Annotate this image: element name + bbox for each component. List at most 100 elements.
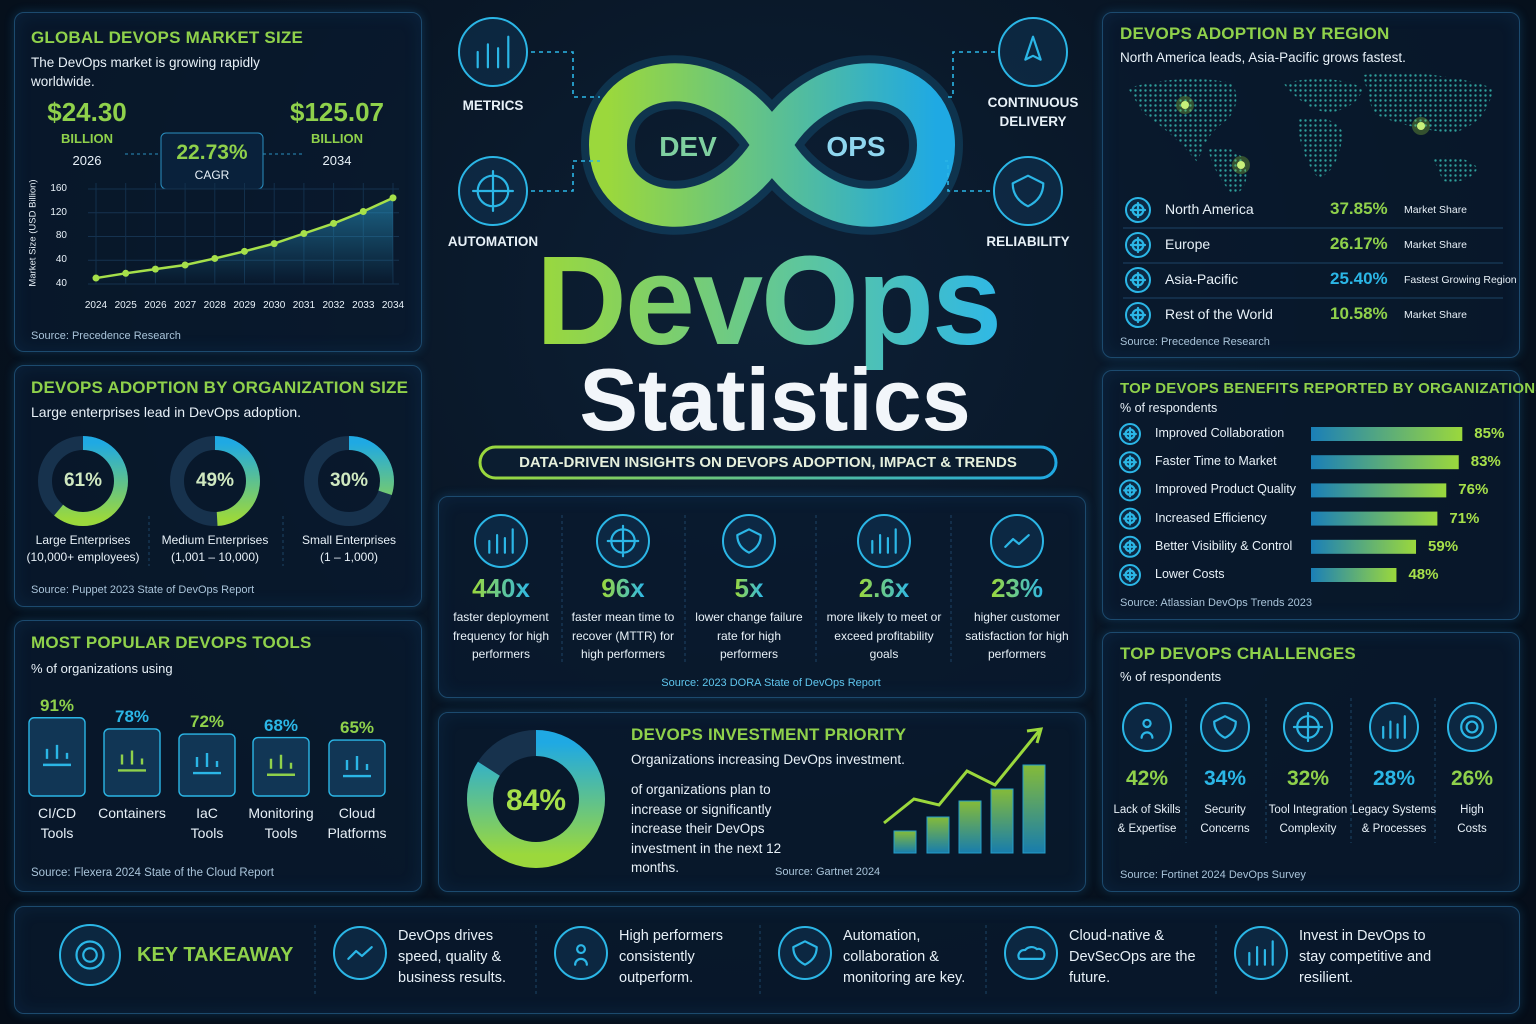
icon-glyph <box>1129 236 1147 254</box>
dora-text: faster deployment frequency for high per… <box>452 610 550 662</box>
icon-ring <box>778 926 832 980</box>
group-detail: (1 – 1,000) <box>319 550 379 564</box>
icon-glyph <box>472 170 514 212</box>
takeaway-panel: KEY TAKEAWAY DevOps drives speed, quality… <box>14 906 1520 1014</box>
stat-year: 2034 <box>322 153 352 168</box>
point <box>181 261 189 269</box>
decor-arrow <box>1026 727 1044 744</box>
org-size-panel: DEVOPS ADOPTION BY ORGANIZATION SIZE Larg… <box>14 365 422 607</box>
area <box>96 197 393 284</box>
dora-text: more likely to meet or exceed profitabil… <box>826 610 942 662</box>
decor-bar <box>926 816 950 854</box>
panel-graphics <box>38 436 394 566</box>
benefit-name: Better Visibility & Control <box>1155 538 1293 553</box>
region-name: Rest of the World <box>1165 306 1273 322</box>
benefit-name: Faster Time to Market <box>1155 454 1277 469</box>
pillar-label: AUTOMATION <box>447 234 539 249</box>
loop-label: DEV <box>659 131 717 162</box>
panel-title: TOP DEVOPS BENEFITS REPORTED BY ORGANIZA… <box>1120 380 1536 397</box>
dora-value: 5x <box>734 573 764 603</box>
source: Source: Gartnet 2024 <box>775 866 881 878</box>
benefit-name: Improved Product Quality <box>1155 482 1297 497</box>
icon-glyph <box>1129 306 1147 324</box>
panel-title: GLOBAL DEVOPS MARKET SIZE <box>31 28 303 47</box>
source: Source: Precedence Research <box>31 330 181 342</box>
x-tick-label: 2028 <box>203 300 226 311</box>
challenge-name: Legacy Systems <box>1351 804 1437 816</box>
benefit-name: Increased Efficiency <box>1155 510 1267 525</box>
panel-title: MOST POPULAR DEVOPS TOOLS <box>31 633 312 652</box>
takeaway-text: High performers consistently outperform. <box>619 928 723 987</box>
challenge-name: Complexity <box>1279 823 1337 835</box>
bar-value: 48% <box>1408 566 1439 583</box>
map-region <box>1128 79 1237 163</box>
icon-glyph <box>476 35 510 69</box>
hero-title: DevOps <box>535 230 1002 371</box>
icon-glyph <box>488 528 514 554</box>
investment-text: of organizations plan to increase or sig… <box>631 782 782 876</box>
icon-glyph <box>1123 455 1137 470</box>
panel-subtitle: North America leads, Asia-Pacific grows … <box>1120 50 1406 65</box>
point <box>241 247 248 255</box>
benefit-name: Improved Collaboration <box>1155 426 1285 440</box>
point <box>330 219 338 227</box>
tool-name: CI/CD <box>37 805 77 821</box>
panel-graphics <box>467 727 1046 868</box>
panel-graphics <box>28 717 386 797</box>
icon-ring <box>1447 702 1497 752</box>
x-tick-label: 2034 <box>381 300 405 311</box>
dora-value: 96x <box>601 573 645 603</box>
bar-value: 71% <box>1449 509 1480 527</box>
tool-value: 91% <box>39 695 75 715</box>
loop-label: OPS <box>826 131 886 162</box>
cagr-value: 22.73% <box>176 141 248 164</box>
icon-glyph <box>1123 568 1137 582</box>
panel-graphics <box>1122 698 1497 843</box>
region-note: Fastest Growing Region <box>1404 274 1517 286</box>
y-axis-label: Market Size (USD Billion) <box>27 179 39 287</box>
donut-label: 61% <box>63 470 103 491</box>
takeaway-text: Automation, collaboration & monitoring a… <box>843 928 966 987</box>
tagline: DATA-DRIVEN INSIGHTS ON DEVOPS ADOPTION,… <box>519 454 1017 471</box>
icon-glyph <box>1129 271 1147 289</box>
bar <box>1311 483 1447 498</box>
stat-unit: BILLION <box>61 131 113 146</box>
challenge-name: & Processes <box>1361 823 1427 835</box>
bar-value: 85% <box>1474 425 1505 442</box>
x-tick-label: 2029 <box>233 300 256 311</box>
infinity-loop <box>588 63 956 227</box>
connector <box>531 160 600 192</box>
takeaway-title: KEY TAKEAWAY <box>137 944 294 966</box>
tool-glyph <box>343 756 371 778</box>
x-tick-label: 2024 <box>84 300 108 311</box>
region-name: Europe <box>1165 236 1211 252</box>
donut-arc <box>170 436 260 526</box>
dora-text: faster mean time to recover (MTTR) for h… <box>571 610 675 662</box>
challenge-name: Concerns <box>1200 823 1250 835</box>
challenge-name: & Expertise <box>1117 823 1177 835</box>
icon-glyph <box>75 940 105 970</box>
challenge-value: 34% <box>1203 767 1247 790</box>
map-region <box>1433 156 1478 182</box>
icon-glyph <box>1123 483 1137 498</box>
point <box>389 194 397 202</box>
source: Source: Flexera 2024 State of the Cloud … <box>31 867 274 879</box>
challenge-value: 26% <box>1450 767 1494 790</box>
bar <box>1311 427 1463 441</box>
point <box>211 254 219 262</box>
source: Source: Fortinet 2024 DevOps Survey <box>1120 869 1306 881</box>
map-marker <box>1237 161 1245 169</box>
region-share: 26.17% <box>1330 234 1388 253</box>
y-tick-label: 120 <box>50 206 67 218</box>
icon-glyph <box>1248 940 1274 966</box>
challenge-name: Lack of Skills <box>1113 804 1181 816</box>
region-note: Market Share <box>1404 239 1468 251</box>
tool-value: 78% <box>114 706 150 726</box>
icon-ring <box>1004 926 1058 980</box>
tools-panel: MOST POPULAR DEVOPS TOOLS % of organizati… <box>14 620 422 892</box>
stat-value: $125.07 <box>290 97 384 127</box>
source: Source: 2023 DORA State of DevOps Report <box>661 677 881 689</box>
tool-glyph <box>267 754 295 776</box>
